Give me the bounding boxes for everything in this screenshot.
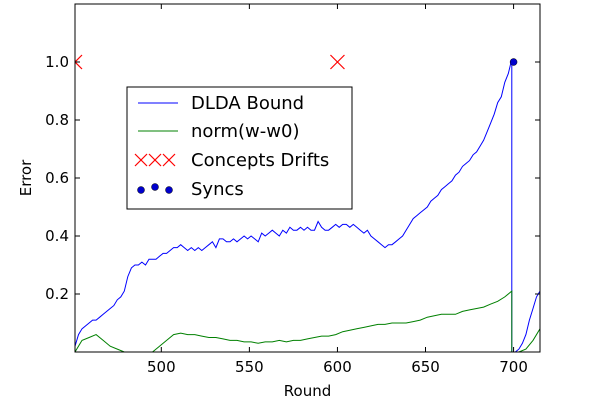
marker-concepts-drifts-0 xyxy=(75,54,83,70)
y-axis-label: Error xyxy=(17,159,35,196)
series-line-norm-w-w0 xyxy=(75,290,540,352)
y-tick-label: 0.6 xyxy=(45,169,69,187)
legend-swatch-concepts-drifts-0 xyxy=(134,153,148,167)
ticks-layer: 500 550 600 650 700 0.2 0.4 0.6 0.8 1.0 xyxy=(45,4,540,376)
legend: DLDA Bound norm(w-w0) Concepts Drifts Syncs xyxy=(126,86,353,210)
x-tick-label: 550 xyxy=(235,358,264,376)
legend-label-dlda-bound: DLDA Bound xyxy=(191,93,304,114)
y-tick-label: 0.2 xyxy=(45,285,69,303)
x-tick-label: 700 xyxy=(499,358,528,376)
marker-concepts-drifts-1 xyxy=(330,54,345,70)
legend-swatch-concepts-drifts-2 xyxy=(162,153,176,167)
x-tick-label: 600 xyxy=(323,358,352,376)
legend-box xyxy=(126,86,353,210)
marker-syncs-0 xyxy=(509,58,518,66)
series-line-dlda-bound xyxy=(75,58,540,352)
legend-swatch-syncs-0 xyxy=(137,186,145,194)
x-tick-label: 500 xyxy=(147,358,176,376)
y-tick-label: 0.4 xyxy=(45,227,69,245)
legend-swatch-syncs-1 xyxy=(151,183,159,191)
legend-label-concepts-drifts: Concepts Drifts xyxy=(191,150,329,171)
legend-swatch-syncs-2 xyxy=(165,186,173,194)
marks-layer xyxy=(75,54,540,352)
legend-label-syncs: Syncs xyxy=(191,179,244,200)
legend-swatch-concepts-drifts-1 xyxy=(148,153,162,167)
y-tick-label: 1.0 xyxy=(45,53,69,71)
legend-label-norm-w-w0: norm(w-w0) xyxy=(191,121,299,142)
x-axis-label: Round xyxy=(284,382,331,400)
x-tick-label: 650 xyxy=(411,358,440,376)
y-tick-label: 0.8 xyxy=(45,111,69,129)
